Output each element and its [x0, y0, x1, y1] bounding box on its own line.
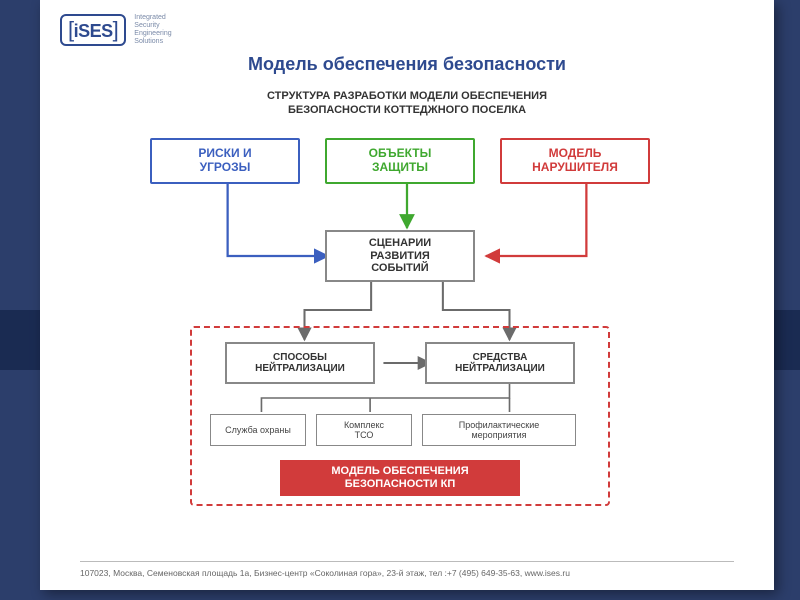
box-neutralize-means: СРЕДСТВАНЕЙТРАЛИЗАЦИИ [425, 342, 575, 384]
box-intruder: МОДЕЛЬНАРУШИТЕЛЯ [500, 138, 650, 184]
box-guard: Служба охраны [210, 414, 306, 446]
diagram-area: РИСКИ ИУГРОЗЫ ОБЪЕКТЫЗАЩИТЫ МОДЕЛЬНАРУШИ… [120, 130, 694, 530]
slide-subtitle: СТРУКТУРА РАЗРАБОТКИ МОДЕЛИ ОБЕСПЕЧЕНИЯ … [40, 90, 774, 118]
box-risks: РИСКИ ИУГРОЗЫ [150, 138, 300, 184]
logo-mark: [iSES] [60, 14, 126, 46]
slide-title: Модель обеспечения безопасности [40, 54, 774, 75]
box-scenarios: СЦЕНАРИИРАЗВИТИЯСОБЫТИЙ [325, 230, 475, 282]
box-preventive: Профилактическиемероприятия [422, 414, 576, 446]
box-neutralize-ways: СПОСОБЫНЕЙТРАЛИЗАЦИИ [225, 342, 375, 384]
box-result: МОДЕЛЬ ОБЕСПЕЧЕНИЯБЕЗОПАСНОСТИ КП [280, 460, 520, 496]
logo: [iSES] Integrated Security Engineering S… [60, 14, 172, 46]
box-objects: ОБЪЕКТЫЗАЩИТЫ [325, 138, 475, 184]
footer-text: 107023, Москва, Семеновская площадь 1а, … [80, 561, 734, 578]
slide: [iSES] Integrated Security Engineering S… [40, 0, 774, 590]
box-complex: КомплексТСО [316, 414, 412, 446]
logo-tagline: Integrated Security Engineering Solution… [134, 14, 171, 46]
